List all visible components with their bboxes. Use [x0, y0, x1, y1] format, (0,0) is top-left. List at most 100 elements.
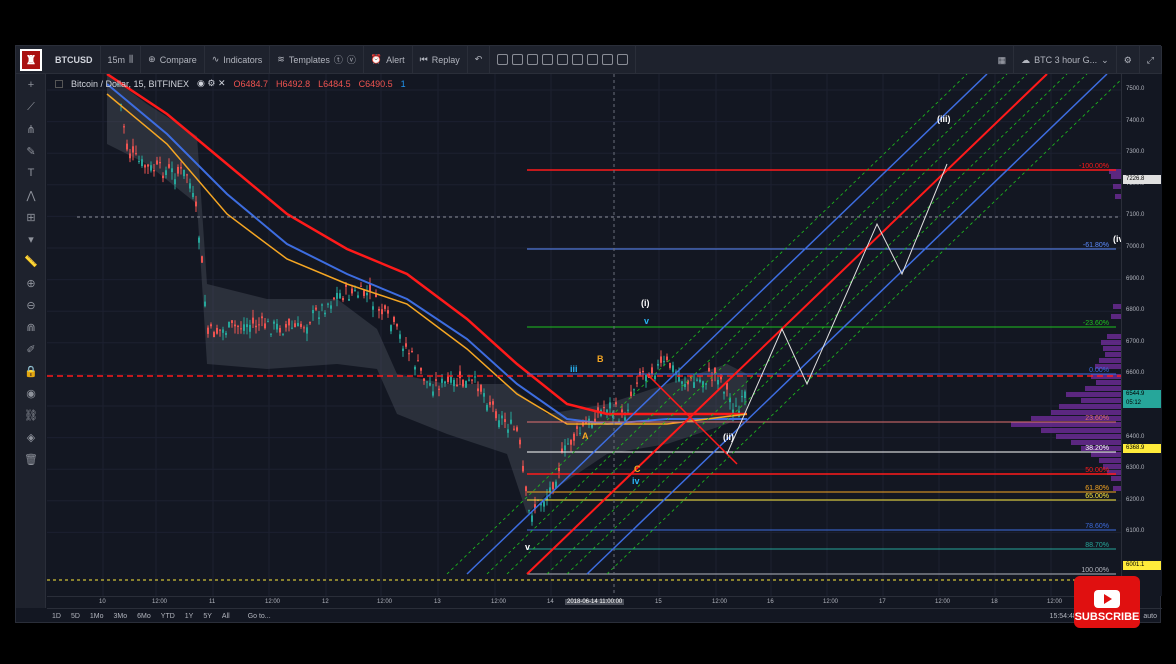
range-ytd[interactable]: YTD [160, 613, 175, 620]
undo-button[interactable]: ↶ [468, 45, 491, 74]
candle-body [255, 325, 257, 328]
candle-body [372, 306, 374, 310]
candle-body [525, 486, 527, 492]
candle-body [609, 402, 611, 409]
fib-tool-icon[interactable] [512, 54, 524, 65]
text-tool-icon[interactable] [572, 54, 584, 65]
price-tick: 7000.0 [1126, 244, 1145, 250]
pattern-icon[interactable]: ⋀ [26, 189, 36, 202]
fib-level-label: 50.00% [1085, 467, 1109, 474]
wave-label-iii: (iii) [937, 114, 951, 124]
chart-area[interactable]: -100.00% -61.80% -23.60% 0.00% 23.60% 38.20% 5… [47, 74, 1121, 596]
volume-profile-bar [1059, 404, 1121, 409]
range-3mo[interactable]: 3Mo [113, 613, 128, 620]
trash-icon[interactable]: 🗑 [24, 453, 38, 466]
time-tick: 11 [209, 599, 216, 605]
layout-name[interactable]: ☁ BTC 3 hour G... ⌄ [1014, 46, 1117, 74]
volume-profile-bar [1115, 194, 1121, 199]
candle-type-icon[interactable]: ⫼ [129, 54, 134, 64]
candle-body [741, 396, 743, 398]
range-5d[interactable]: 5D [70, 613, 80, 620]
lock-icon[interactable]: 🔒 [24, 365, 38, 378]
candle-body [189, 183, 191, 189]
wave-label-iii-small: iii [570, 364, 578, 374]
indicators-button[interactable]: ∿ Indicators [205, 45, 271, 74]
ruler-icon[interactable]: 📏 [24, 255, 38, 268]
collapse-icon[interactable] [55, 79, 63, 88]
candle-body [333, 297, 335, 300]
candle-body [630, 391, 632, 397]
fib-level-label: -100.00% [1079, 163, 1109, 170]
layers-icon[interactable]: ◈ [26, 431, 36, 444]
candle-body [168, 164, 170, 168]
candle-body [471, 379, 473, 381]
zoom-in-icon[interactable]: ⊕ [26, 277, 36, 290]
time-cursor-label: 2018-06-14 11:00:00 [565, 599, 625, 605]
range-5y[interactable]: 5Y [203, 613, 212, 620]
price-scale[interactable]: 7500.07400.07300.07200.07100.07000.06900… [1121, 74, 1162, 596]
shape-tool-icon[interactable] [557, 54, 569, 65]
crosshair-icon[interactable]: + [27, 79, 35, 91]
magnet-icon[interactable]: ⋒ [26, 321, 36, 334]
range-1d[interactable]: 1D [52, 613, 61, 620]
subscribe-button[interactable]: SUBSCRIBE [1074, 576, 1140, 628]
auto-toggle[interactable]: auto [1143, 613, 1157, 620]
brush-tool-icon[interactable] [602, 54, 614, 65]
candle-body [186, 174, 188, 176]
layout-button[interactable]: ▦ [991, 46, 1015, 74]
app-logo[interactable]: ♜ [20, 48, 42, 71]
candle-body [519, 439, 521, 445]
more-icon[interactable]: ▾ [28, 233, 34, 246]
range-all[interactable]: All [221, 613, 230, 620]
settings-tool-icon[interactable] [617, 54, 629, 65]
candle-body [672, 365, 674, 372]
goto-button[interactable]: Go to... [247, 613, 271, 620]
fullscreen-button[interactable]: ⤢ [1140, 46, 1162, 74]
pitchfork-line [506, 74, 1028, 575]
candle-body [192, 193, 194, 198]
replay-button[interactable]: ⏮ Replay [413, 45, 468, 74]
range-1y[interactable]: 1Y [184, 613, 194, 620]
candle-body [216, 327, 218, 334]
pitchfork-tool-icon[interactable] [527, 54, 539, 65]
templates-button[interactable]: ≋ Templates ⓣ ⓥ [270, 45, 364, 74]
range-1mo[interactable]: 1Mo [89, 613, 104, 620]
settings-button[interactable]: ⚙ [1117, 46, 1140, 74]
candle-body [540, 503, 542, 506]
chart-canvas[interactable]: -100.00% -61.80% -23.60% 0.00% 23.60% 38.20% 5… [47, 74, 1121, 596]
time-tick: 12 [322, 599, 329, 605]
legend-buttons[interactable]: ◉ ⚙ ✕ [197, 78, 226, 88]
price-tick: 6600.0 [1126, 370, 1145, 377]
time-tick: 16 [767, 599, 774, 605]
interval-select[interactable]: 15m ⫼ [101, 45, 142, 74]
link-icon[interactable]: ⛓ [24, 409, 38, 422]
alert-button[interactable]: ⏰ Alert [364, 45, 413, 74]
compare-button[interactable]: ⊕ Compare [141, 45, 205, 74]
pitchfork-line [606, 79, 1121, 575]
zoom-out-icon[interactable]: ⊖ [26, 299, 36, 312]
measure-tool-icon[interactable] [587, 54, 599, 65]
left-drawing-tools: + ⟋ ⋔ ✎ T ⋀ ⊞ ▾ 📏 ⊕ ⊖ ⋒ ✐ 🔒 ◉ ⛓ ◈ 🗑 [16, 74, 46, 608]
symbol-search[interactable]: BTCUSD [48, 45, 101, 74]
candle-body [306, 327, 308, 334]
time-scale[interactable]: 10 12:00 11 12:00 12 12:00 13 12:00 14 15 12:00 16 1… [47, 596, 1121, 608]
brush-icon[interactable]: ✎ [26, 145, 36, 158]
pitchfork-icon[interactable]: ⋔ [26, 123, 36, 136]
candle-body [603, 406, 605, 409]
candle-body [369, 284, 371, 292]
price-tag-top: 7226.8 [1123, 175, 1161, 184]
eye-icon[interactable]: ◉ [26, 387, 36, 400]
range-6mo[interactable]: 6Mo [137, 613, 151, 620]
candle-body [720, 375, 722, 380]
wave-label-A: A [582, 431, 589, 441]
candle-body [702, 381, 704, 388]
candle-body [651, 367, 653, 374]
lock-drawing-icon[interactable]: ✐ [26, 343, 36, 356]
pattern-tool-icon[interactable] [542, 54, 554, 65]
indicators-label: Indicators [223, 54, 263, 65]
line-tool-icon[interactable] [497, 54, 509, 65]
volume-profile-bar [1099, 358, 1121, 363]
prediction-icon[interactable]: ⊞ [26, 211, 36, 224]
text-icon[interactable]: T [27, 167, 35, 179]
trendline-icon[interactable]: ⟋ [27, 100, 35, 113]
